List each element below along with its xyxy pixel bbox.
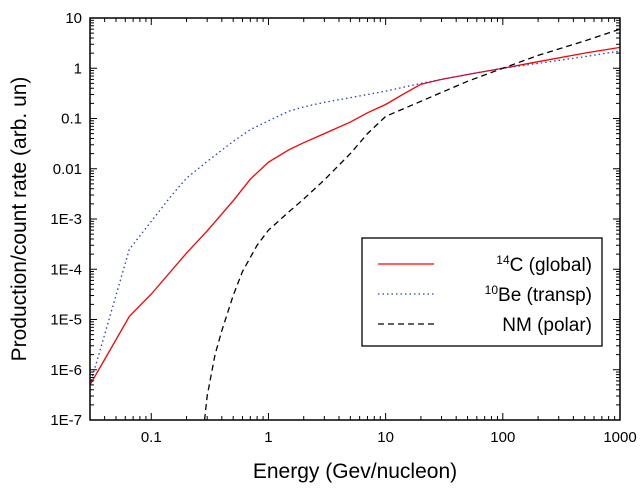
- x-axis-title: Energy (Gev/nucleon): [253, 460, 457, 483]
- y-tick-label: 1E-7: [50, 412, 82, 429]
- legend-superscript: 14: [496, 253, 510, 267]
- legend-label-1: 10Be (transp): [485, 283, 592, 306]
- y-tick-label: 10: [65, 10, 82, 27]
- x-tick-label: 0.1: [141, 429, 162, 446]
- x-tick-label: 1000: [603, 429, 636, 446]
- legend-box: [361, 237, 603, 347]
- legend-main-text: NM (polar): [502, 315, 592, 336]
- y-tick-label: 1E-4: [50, 261, 82, 278]
- axis-layer: 0.1 1 10 100 1000 1E-7 1E-6 1E-5 1E-4 1E-3 0.01 0.1…: [50, 10, 636, 446]
- y-tick-label: 1E-5: [50, 312, 82, 329]
- x-tick-label: 100: [490, 429, 515, 446]
- series-line-2: [203, 28, 620, 420]
- y-tick-label: 1: [74, 60, 82, 77]
- legend-label-0: 14C (global): [496, 253, 592, 276]
- plot-frame: [89, 17, 621, 421]
- legend-superscript: 10: [485, 283, 499, 297]
- series-layer: [90, 28, 620, 420]
- y-axis-title: Production/count rate (arb. un): [8, 77, 31, 362]
- y-tick-label: 0.1: [61, 111, 82, 128]
- y-tick-label: 0.01: [53, 161, 82, 178]
- x-tick-label: 1: [264, 429, 272, 446]
- legend-label-2: NM (polar): [502, 315, 592, 336]
- legend: 14C (global) 10Be (transp) NM (polar): [361, 237, 603, 347]
- legend-main-text: C (global): [510, 255, 592, 276]
- legend-main-text: Be (transp): [498, 285, 592, 306]
- y-tick-label: 1E-3: [50, 211, 82, 228]
- x-tick-label: 10: [377, 429, 394, 446]
- y-tick-label: 1E-6: [50, 362, 82, 379]
